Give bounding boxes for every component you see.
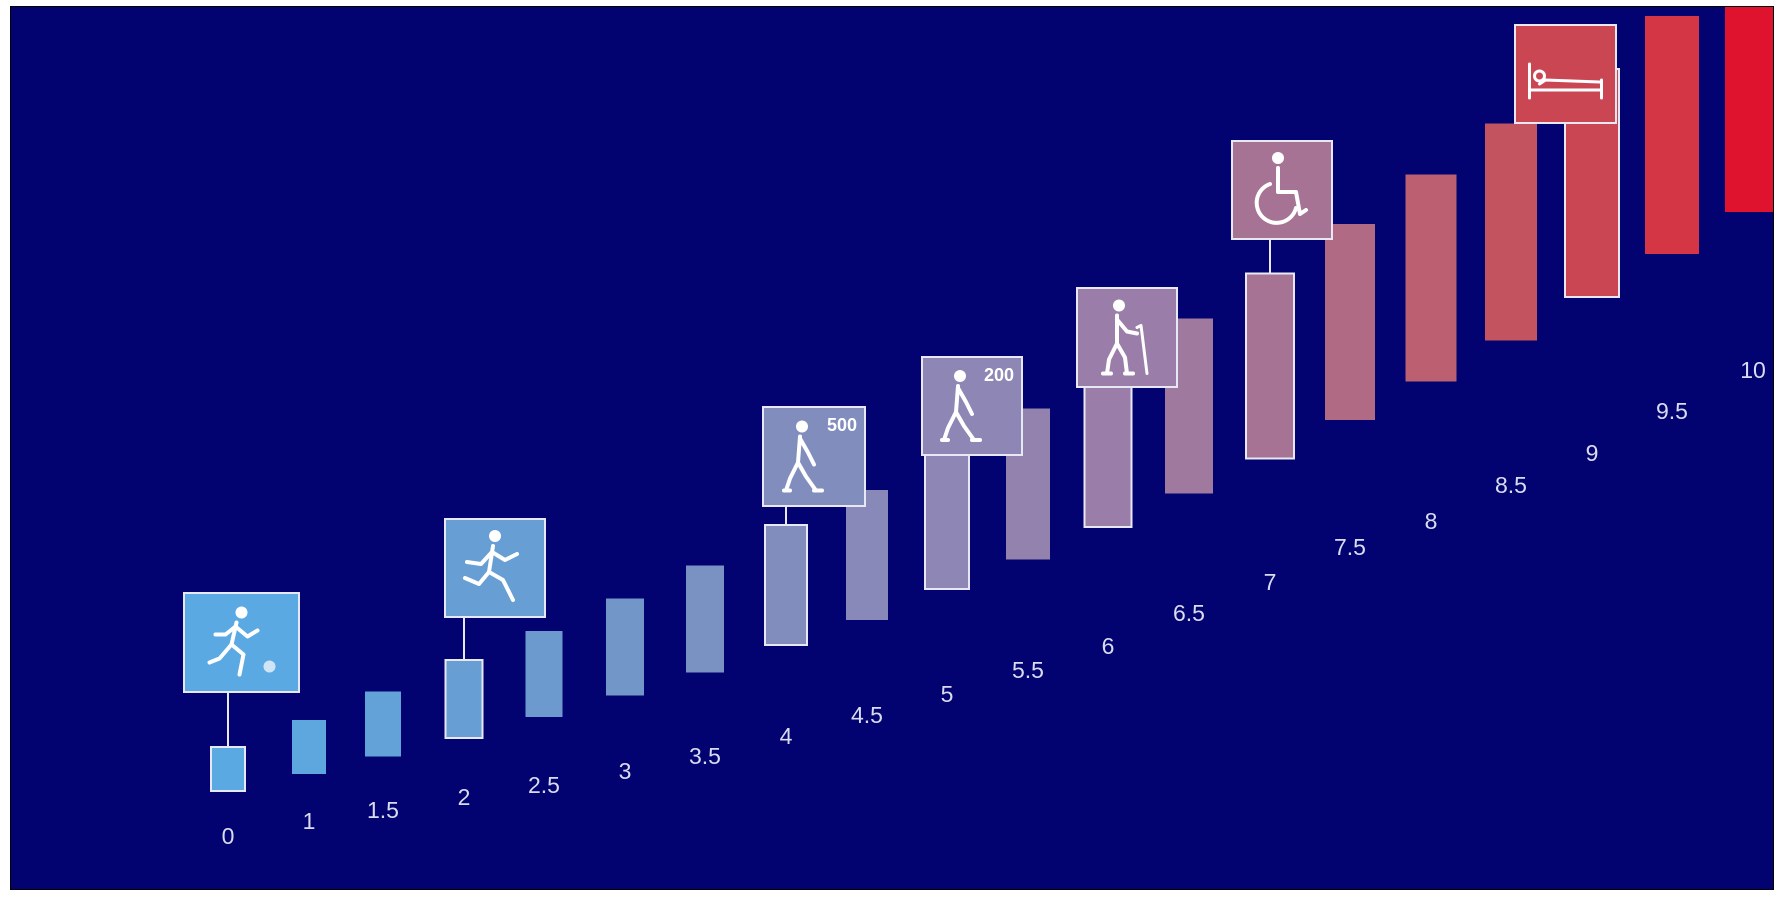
walking-person-icon: 200: [921, 356, 1023, 456]
running-person-icon: [444, 518, 546, 618]
step-label: 9.5: [1656, 398, 1688, 424]
disability-scale: 01 1.5 2 2.533.544.555.566.577.588.599.510 …: [11, 7, 1773, 889]
wheelchair-icon: [1231, 140, 1333, 240]
step-bar-9-5: [1645, 16, 1699, 254]
step-label: 9: [1586, 440, 1599, 466]
icon-distance-label: 500: [827, 415, 857, 435]
step-bar-0: [210, 746, 246, 792]
running-with-ball-icon: [183, 592, 300, 693]
step-label: 7: [1264, 569, 1277, 595]
step-bar-4: [764, 524, 808, 646]
step-bar-4-5: [846, 490, 888, 620]
step-bar-2: [444, 659, 484, 739]
step-label: 6.5: [1173, 600, 1205, 626]
diagram-frame: 0 1 1.5 2 2.5 3 3.5 4 4.5 5 5.5 6 6.5 7 7.5 8 8.5 9 9.5 10 …: [10, 6, 1774, 890]
walking-with-cane-icon: [1076, 287, 1178, 388]
step-label: 4.5: [851, 702, 883, 728]
step-label: 4: [780, 723, 793, 749]
step-label: 5: [941, 681, 954, 707]
step-label: 2.5: [528, 772, 560, 798]
step-label: 6: [1102, 633, 1115, 659]
step-labels: 0 1 1.5 2 2.5 3 3.5 4 4.5 5 5.5 6 6.5 7 7.5 8 8.5 9 9.5 10: [222, 357, 1766, 849]
step-bar-3: [606, 598, 644, 696]
step-bar-8: [1405, 174, 1457, 382]
step-label: 8: [1425, 508, 1438, 534]
walking-person-icon: 500: [762, 406, 866, 507]
milestone-icons: 500 200: [183, 24, 1617, 693]
step-label: 3.5: [689, 743, 721, 769]
step-bar-8-5: [1485, 123, 1537, 341]
step-label: 8.5: [1495, 472, 1527, 498]
step-bar-1: [292, 720, 326, 774]
step-label: 1: [303, 808, 316, 834]
step-bar-10: [1725, 7, 1773, 212]
bed-icon: [1514, 24, 1617, 124]
step-bar-7-5: [1325, 224, 1375, 420]
step-label: 3: [619, 758, 632, 784]
icon-distance-label: 200: [984, 365, 1014, 385]
step-label: 0: [222, 823, 235, 849]
step-label: 5.5: [1012, 657, 1044, 683]
step-bar-1-5: [365, 691, 401, 757]
step-bar-5: [924, 446, 970, 590]
step-bar-7: [1245, 272, 1295, 460]
step-bar-2-5: [525, 631, 563, 717]
step-label: 10: [1740, 357, 1766, 383]
step-bar-3-5: [686, 565, 724, 673]
step-label: 1.5: [367, 797, 399, 823]
step-label: 7.5: [1334, 534, 1366, 560]
step-label: 2: [458, 784, 471, 810]
